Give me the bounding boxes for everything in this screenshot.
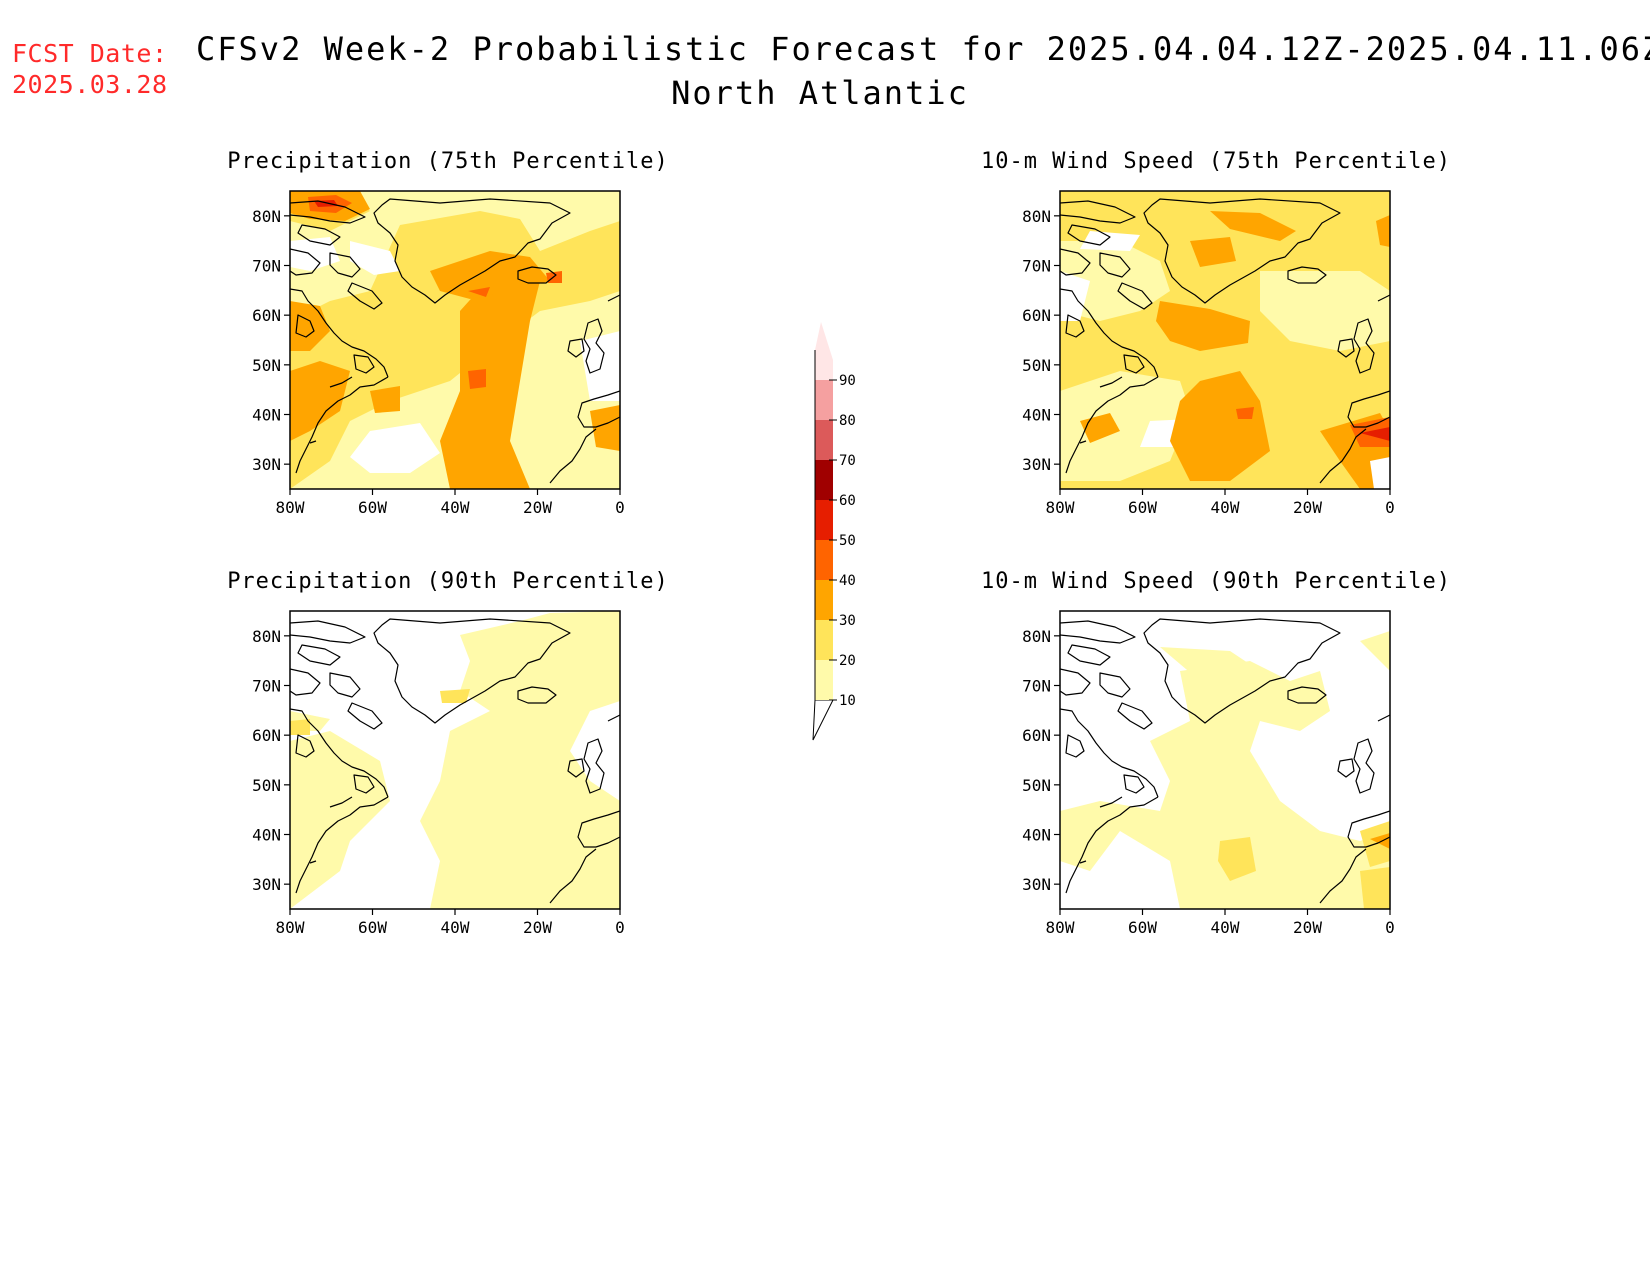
colorbar-label: 70 — [839, 453, 856, 469]
lat-tick-label: 80N — [252, 207, 281, 226]
colorbar-segment — [815, 580, 833, 620]
panel-title: Precipitation (90th Percentile) — [227, 569, 669, 594]
forecast-date-block: FCST Date: 2025.03.28 — [12, 38, 168, 100]
lon-tick-label: 0 — [615, 918, 625, 937]
lon-tick-label: 0 — [615, 498, 625, 517]
lon-tick-label: 40W — [441, 918, 470, 937]
lon-tick-label: 40W — [1211, 918, 1240, 937]
panel-title: Precipitation (75th Percentile) — [227, 149, 669, 174]
lat-tick-label: 30N — [1022, 455, 1051, 474]
lat-tick-label: 30N — [252, 875, 281, 894]
colorbar-segment — [815, 540, 833, 580]
colorbar-label: 10 — [839, 693, 856, 709]
colorbar-segment — [815, 322, 833, 380]
lat-tick-label: 60N — [1022, 726, 1051, 745]
lat-tick-label: 50N — [1022, 776, 1051, 795]
colorbar-segment — [815, 620, 833, 660]
colorbar: 10 20 30 40 50 60 70 80 90 — [812, 322, 856, 741]
lon-tick-label: 80W — [276, 918, 305, 937]
lat-tick-label: 60N — [252, 726, 281, 745]
lat-tick-label: 70N — [252, 257, 281, 276]
colorbar-label: 60 — [839, 493, 856, 509]
lat-tick-label: 50N — [252, 356, 281, 375]
colorbar-segment — [815, 660, 833, 700]
colorbar-segment — [815, 380, 833, 420]
colorbar-label: 20 — [839, 653, 856, 669]
panel-title: 10-m Wind Speed (75th Percentile) — [981, 149, 1451, 174]
lat-tick-label: 50N — [252, 776, 281, 795]
lat-tick-label: 80N — [252, 627, 281, 646]
forecast-date-value: 2025.03.28 — [12, 70, 168, 99]
lat-tick-label: 40N — [1022, 406, 1051, 425]
forecast-date-label: FCST Date: — [12, 39, 168, 68]
lon-tick-label: 40W — [1211, 498, 1240, 517]
lat-tick-label: 40N — [252, 826, 281, 845]
lon-tick-label: 60W — [358, 918, 387, 937]
title-line-2: North Atlantic — [671, 74, 969, 112]
lat-tick-label: 70N — [252, 677, 281, 696]
lat-tick-label: 40N — [1022, 826, 1051, 845]
axis-ticks: 80N 70N 60N 50N 40N 30N 80W 60W 40W 20W 0 80N 70N 60N… — [252, 207, 1395, 937]
colorbar-label: 80 — [839, 413, 856, 429]
lat-tick-label: 30N — [1022, 875, 1051, 894]
lon-tick-label: 40W — [441, 498, 470, 517]
lat-tick-label: 30N — [252, 455, 281, 474]
lon-tick-label: 80W — [276, 498, 305, 517]
lon-tick-label: 20W — [1293, 498, 1322, 517]
lon-tick-label: 0 — [1385, 498, 1395, 517]
panel-wind-90: 10-m Wind Speed (90th Percentile) — [981, 569, 1451, 910]
colorbar-label: 40 — [839, 573, 856, 589]
colorbar-segment — [815, 420, 833, 460]
lon-tick-label: 0 — [1385, 918, 1395, 937]
colorbar-segment — [815, 500, 833, 540]
panel-precip-75: Precipitation (75th Percentile) — [227, 149, 669, 490]
lon-tick-label: 80W — [1046, 918, 1075, 937]
lon-tick-label: 60W — [358, 498, 387, 517]
lat-tick-label: 80N — [1022, 627, 1051, 646]
colorbar-segment — [815, 460, 833, 500]
lat-tick-label: 60N — [252, 306, 281, 325]
lon-tick-label: 20W — [1293, 918, 1322, 937]
lon-tick-label: 80W — [1046, 498, 1075, 517]
lon-tick-label: 60W — [1128, 918, 1157, 937]
lat-tick-label: 70N — [1022, 677, 1051, 696]
lon-tick-label: 20W — [523, 498, 552, 517]
lon-tick-label: 60W — [1128, 498, 1157, 517]
panel-precip-90: Precipitation (90th Percentile) — [227, 569, 669, 910]
lat-tick-label: 70N — [1022, 257, 1051, 276]
title-line-1: CFSv2 Week-2 Probabilistic Forecast for … — [196, 30, 1650, 68]
panel-title: 10-m Wind Speed (90th Percentile) — [981, 569, 1451, 594]
lat-tick-label: 80N — [1022, 207, 1051, 226]
colorbar-cap-bottom — [812, 699, 834, 741]
lat-tick-label: 50N — [1022, 356, 1051, 375]
colorbar-label: 50 — [839, 533, 856, 549]
lon-tick-label: 20W — [523, 918, 552, 937]
panel-wind-75: 10-m Wind Speed (75th Percentile) — [981, 149, 1451, 490]
lat-tick-label: 40N — [252, 406, 281, 425]
colorbar-label: 30 — [839, 613, 856, 629]
lat-tick-label: 60N — [1022, 306, 1051, 325]
colorbar-label: 90 — [839, 373, 856, 389]
